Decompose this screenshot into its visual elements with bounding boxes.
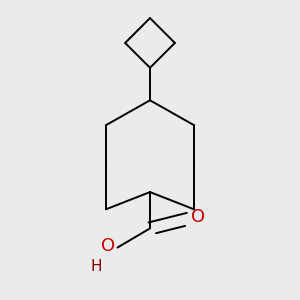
Text: O: O — [101, 237, 115, 255]
Text: O: O — [191, 208, 205, 226]
Text: H: H — [91, 259, 102, 274]
